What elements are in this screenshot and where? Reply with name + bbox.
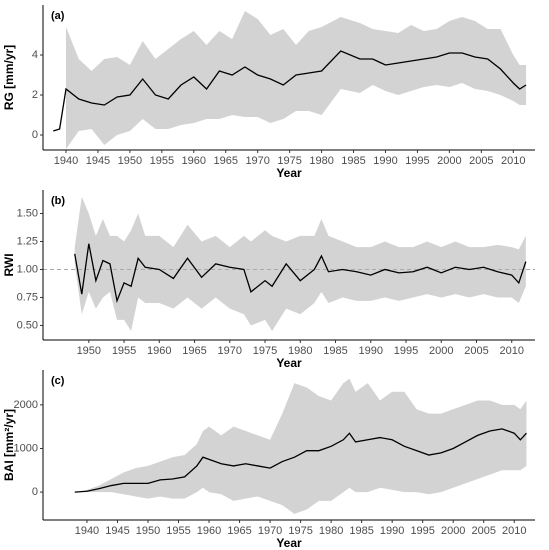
x-tick-label: 1995 (394, 345, 418, 357)
y-tick-label: 4 (32, 49, 38, 61)
x-tick-label: 1985 (341, 155, 365, 167)
x-tick-label: 1980 (288, 345, 312, 357)
y-tick-label: 1.50 (17, 207, 38, 219)
y-tick-label: 0 (32, 486, 38, 498)
x-tick-label: 1965 (214, 155, 238, 167)
line (74, 428, 527, 493)
x-axis-title: Year (276, 166, 302, 180)
y-axis-title: BAI [mm²/yr] (2, 409, 16, 481)
y-axis-title: RWI (2, 253, 16, 276)
x-tick-label: 1945 (105, 525, 129, 537)
x-tick-label: 1950 (118, 155, 142, 167)
x-tick-label: 2010 (501, 155, 525, 167)
x-tick-label: 1965 (227, 525, 251, 537)
x-tick-label: 1950 (77, 345, 101, 357)
y-tick-label: 0.50 (17, 319, 38, 331)
x-tick-label: 1990 (359, 345, 383, 357)
x-tick-label: 2005 (464, 345, 488, 357)
x-tick-label: 1940 (54, 155, 78, 167)
line (74, 243, 527, 304)
x-tick-label: 1995 (410, 525, 434, 537)
x-tick-label: 2005 (469, 155, 493, 167)
x-tick-label: 2010 (502, 525, 526, 537)
panel-label: (b) (51, 195, 65, 207)
x-tick-label: 1945 (86, 155, 110, 167)
x-tick-label: 1960 (147, 345, 171, 357)
x-tick-label: 1965 (182, 345, 206, 357)
x-tick-label: 1955 (112, 345, 136, 357)
x-tick-label: 1955 (150, 155, 174, 167)
y-axis-title: RG [mm/yr] (2, 45, 16, 110)
x-tick-label: 1940 (75, 525, 99, 537)
band (74, 196, 526, 332)
x-axis-title: Year (276, 536, 302, 550)
x-tick-label: 2005 (471, 525, 495, 537)
x-tick-label: 1975 (277, 155, 301, 167)
x-tick-label: 1975 (288, 525, 312, 537)
x-tick-label: 1990 (380, 525, 404, 537)
y-tick-label: 0 (32, 129, 38, 141)
x-tick-label: 1950 (136, 525, 160, 537)
x-axis-title: Year (276, 356, 302, 370)
x-tick-label: 1975 (253, 345, 277, 357)
y-tick-label: 1.00 (17, 263, 38, 275)
x-tick-label: 2000 (441, 525, 465, 537)
x-tick-label: 1990 (373, 155, 397, 167)
x-tick-label: 1995 (405, 155, 429, 167)
band (66, 11, 527, 149)
x-tick-label: 2000 (437, 155, 461, 167)
y-tick-label: 0.75 (17, 291, 38, 303)
x-tick-label: 2000 (429, 345, 453, 357)
panel-label: (a) (51, 10, 65, 22)
x-tick-label: 1960 (197, 525, 221, 537)
x-tick-label: 2010 (499, 345, 523, 357)
x-tick-label: 1960 (182, 155, 206, 167)
y-tick-label: 1.25 (17, 235, 38, 247)
line (53, 50, 527, 132)
x-tick-label: 1980 (319, 525, 343, 537)
x-tick-label: 1970 (245, 155, 269, 167)
y-tick-label: 2 (32, 89, 38, 101)
x-tick-label: 1970 (218, 345, 242, 357)
panel-label: (c) (51, 375, 65, 387)
x-tick-label: 1970 (258, 525, 282, 537)
x-tick-label: 1955 (166, 525, 190, 537)
band (74, 378, 527, 514)
x-tick-label: 1985 (349, 525, 373, 537)
y-tick-label: 1000 (14, 442, 38, 454)
x-tick-label: 1985 (323, 345, 347, 357)
y-tick-label: 2000 (14, 399, 38, 411)
x-tick-label: 1980 (309, 155, 333, 167)
